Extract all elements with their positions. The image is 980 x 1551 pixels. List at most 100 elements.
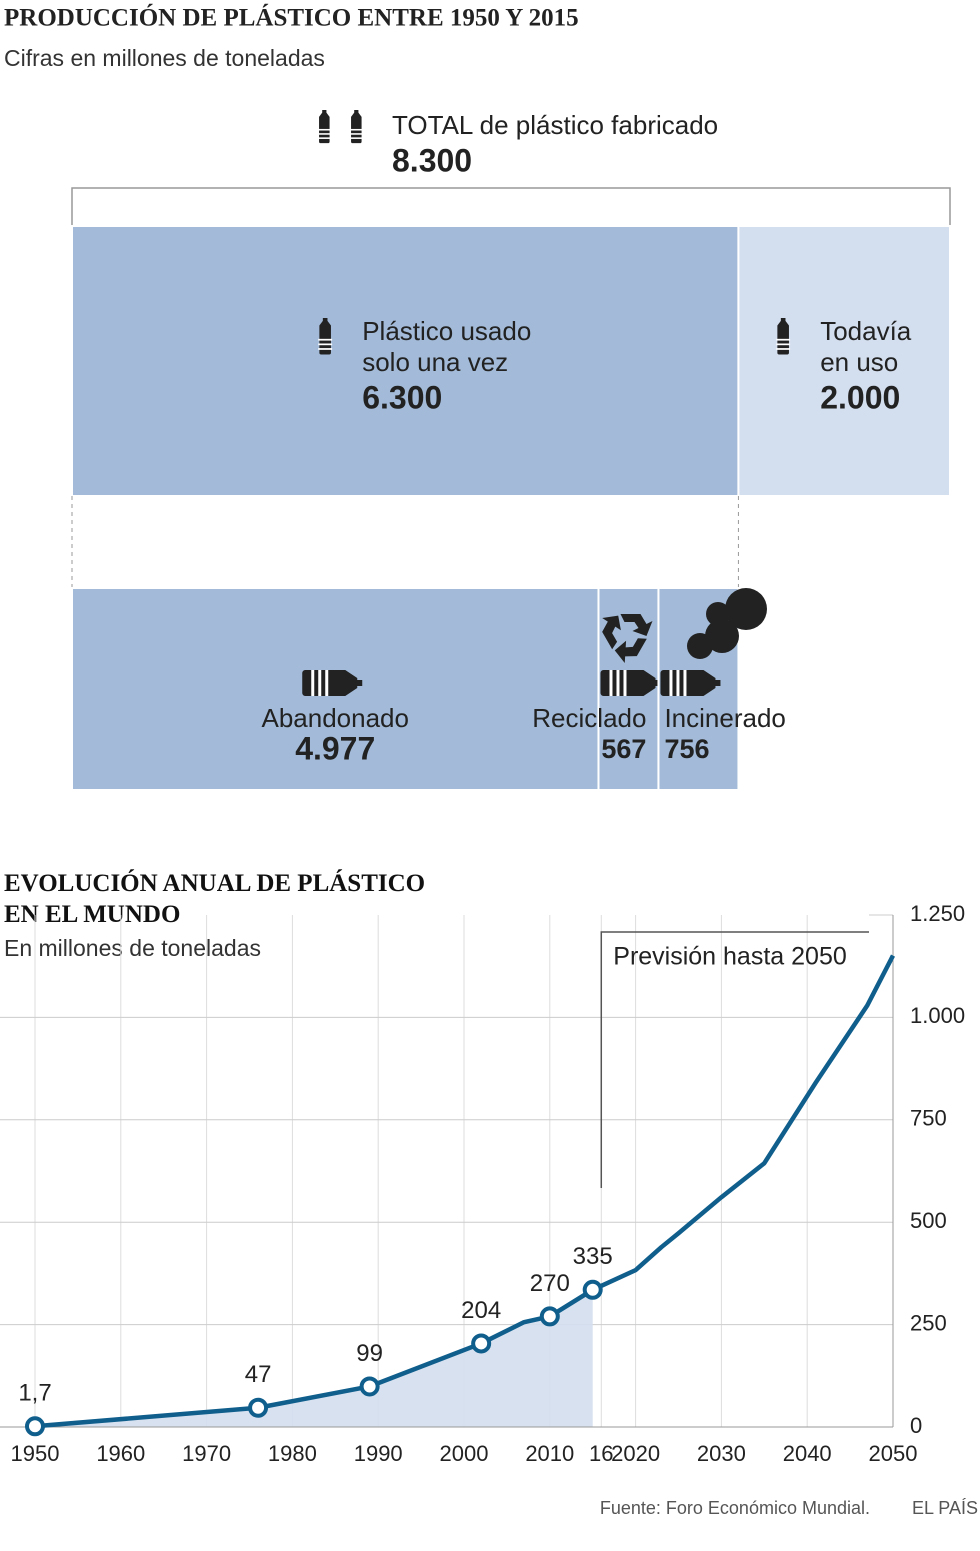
bottle-stripe bbox=[776, 338, 791, 341]
bottle-stripe bbox=[318, 348, 333, 350]
line bbox=[34, 954, 896, 1429]
smoke-icon bbox=[687, 633, 713, 659]
smoke-icon bbox=[725, 588, 767, 630]
bottle-icon bbox=[660, 670, 721, 696]
recycle-arrow bbox=[620, 614, 653, 636]
x-tick-label: 1970 bbox=[182, 1441, 231, 1466]
area-layer bbox=[35, 1289, 593, 1427]
marker bbox=[539, 1306, 560, 1327]
chart-subtitle: En millones de toneladas bbox=[4, 935, 261, 961]
bottle-body bbox=[302, 670, 363, 696]
bottle-stripe bbox=[669, 670, 673, 696]
y-tick-label: 1.000 bbox=[910, 1003, 965, 1028]
x-tick-label: 1980 bbox=[268, 1441, 317, 1466]
bottle-icon bbox=[776, 318, 791, 355]
bottle-stripe bbox=[776, 343, 791, 346]
grid bbox=[0, 914, 894, 1428]
block-label: Plástico usado solo una vez bbox=[362, 316, 532, 377]
bottle-icon bbox=[318, 110, 331, 144]
x-tick-label: 1960 bbox=[96, 1441, 145, 1466]
text-box: Todavía en uso bbox=[820, 316, 912, 377]
bottle-body bbox=[351, 110, 362, 144]
bottle-icon bbox=[350, 110, 363, 144]
data-label: 335 bbox=[573, 1243, 613, 1270]
bottle-stripe bbox=[683, 670, 687, 696]
bottle-icon bbox=[318, 318, 333, 355]
bottle-stripe bbox=[311, 670, 315, 696]
y-tick-label: 500 bbox=[910, 1208, 947, 1233]
bottle-stripe bbox=[318, 137, 331, 139]
bottle-stripe bbox=[350, 128, 363, 131]
chart-title: PRODUCCIÓN DE PLÁSTICO ENTRE 1950 Y 2015 bbox=[4, 4, 579, 32]
data-label: 1,7 bbox=[18, 1380, 51, 1407]
chart-subtitle: Cifras en millones de toneladas bbox=[4, 45, 325, 71]
bottle-body bbox=[660, 670, 721, 696]
x-tick-label: 2040 bbox=[783, 1441, 832, 1466]
marker bbox=[471, 1333, 492, 1354]
bottle-stripe bbox=[325, 670, 329, 696]
x-tick-label: 1950 bbox=[11, 1441, 60, 1466]
x-tick-label: 2030 bbox=[697, 1441, 746, 1466]
bottle-stripe bbox=[318, 128, 331, 131]
bottle-stripe bbox=[776, 348, 791, 350]
bottle-stripe bbox=[318, 338, 333, 341]
recycle-icon bbox=[602, 614, 653, 664]
recycle-arrow bbox=[602, 615, 621, 650]
annotation-bracket bbox=[600, 931, 869, 1188]
text-box: Plástico usado solo una vez bbox=[362, 316, 532, 377]
bottle-stripe bbox=[318, 133, 331, 135]
y-tick-label: 0 bbox=[910, 1413, 922, 1438]
source: Fuente: Foro Económico Mundial. bbox=[600, 1498, 870, 1518]
marker bbox=[582, 1279, 603, 1300]
bottle-body bbox=[600, 670, 661, 696]
bottle-stripe bbox=[350, 137, 363, 139]
data-label: 204 bbox=[461, 1297, 501, 1324]
y-tick-label: 750 bbox=[910, 1106, 947, 1131]
block-value: 6.300 bbox=[362, 379, 442, 415]
x-tick-label: 2050 bbox=[869, 1441, 918, 1466]
x-tick-label: 16 bbox=[589, 1441, 613, 1466]
bottle-stripe bbox=[318, 670, 322, 696]
data-label: 47 bbox=[245, 1361, 272, 1388]
x-tick-label: 2000 bbox=[440, 1441, 489, 1466]
x-tick-label: 2020 bbox=[611, 1441, 660, 1466]
bottle-stripe bbox=[350, 133, 363, 135]
bottle-stripe bbox=[318, 343, 333, 346]
marker bbox=[25, 1416, 45, 1437]
block-label: Incinerado bbox=[664, 703, 785, 733]
brand: EL PAÍS bbox=[912, 1498, 978, 1518]
block bbox=[71, 225, 740, 497]
bottle-body bbox=[319, 110, 330, 144]
data-label: 99 bbox=[356, 1340, 383, 1367]
block bbox=[737, 225, 951, 497]
bottle-stripe bbox=[616, 670, 620, 696]
block-value: 2.000 bbox=[820, 379, 900, 415]
chart-title: EVOLUCIÓN ANUAL DE PLÁSTICO EN EL MUNDO bbox=[4, 870, 426, 928]
x-tick-label: 2010 bbox=[525, 1441, 574, 1466]
data-label: 270 bbox=[530, 1270, 570, 1297]
y-tick-label: 1.250 bbox=[910, 901, 965, 926]
block-label: Abandonado bbox=[261, 703, 408, 733]
total-bracket bbox=[71, 187, 951, 226]
block-label: Reciclado bbox=[532, 703, 646, 733]
bottle-icon bbox=[302, 670, 363, 696]
total-label: TOTAL de plástico fabricado bbox=[392, 110, 718, 140]
block-value: 4.977 bbox=[295, 730, 375, 766]
marker bbox=[359, 1376, 380, 1397]
block-value: 567 bbox=[601, 734, 646, 764]
marker bbox=[248, 1397, 269, 1418]
bottle-stripe bbox=[676, 670, 680, 696]
block-value: 756 bbox=[664, 734, 709, 764]
history-area bbox=[35, 1289, 593, 1427]
smoke-icon bbox=[706, 602, 730, 626]
bottle-stripe bbox=[609, 670, 613, 696]
recycle-arrow bbox=[614, 638, 647, 664]
y-tick-label: 250 bbox=[910, 1310, 947, 1335]
total-value: 8.300 bbox=[392, 142, 472, 178]
block-label: Todavía en uso bbox=[820, 316, 912, 377]
text-box: EVOLUCIÓN ANUAL DE PLÁSTICO EN EL MUNDO bbox=[4, 870, 426, 928]
x-tick-label: 1990 bbox=[354, 1441, 403, 1466]
annotation: Previsión hasta 2050 bbox=[613, 943, 846, 971]
bottle-body bbox=[319, 318, 331, 355]
